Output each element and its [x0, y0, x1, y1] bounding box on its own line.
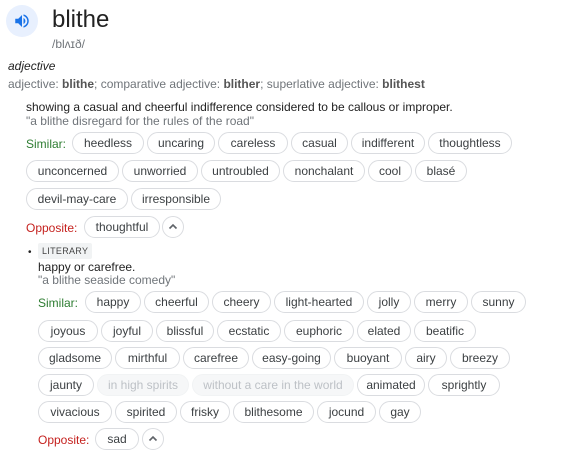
- synonym-chip[interactable]: cheerful: [144, 291, 209, 313]
- synonym-chip[interactable]: untroubled: [201, 160, 280, 182]
- synonym-chip[interactable]: heedless: [72, 132, 144, 154]
- synonym-chip[interactable]: gladsome: [38, 347, 112, 369]
- form-base: blithe: [62, 77, 95, 91]
- synonym-chip[interactable]: elated: [357, 320, 411, 342]
- synonym-chip[interactable]: sunny: [471, 291, 526, 313]
- synonym-chip[interactable]: happy: [85, 291, 141, 313]
- synonym-chip-disabled: without a care in the world: [192, 374, 354, 396]
- synonym-chip[interactable]: uncaring: [147, 132, 215, 154]
- synonym-chip[interactable]: jolly: [367, 291, 411, 313]
- synonym-chip[interactable]: blasé: [415, 160, 467, 182]
- synonym-chip-disabled: in high spirits: [97, 374, 189, 396]
- synonym-chip[interactable]: frisky: [180, 401, 230, 423]
- synonym-chip[interactable]: casual: [291, 132, 348, 154]
- synonym-chip[interactable]: vivacious: [38, 401, 112, 423]
- synonym-chip[interactable]: airy: [405, 347, 447, 369]
- sense1-similar-label: Similar:: [26, 137, 67, 151]
- form-comparative: blither: [223, 77, 261, 91]
- word-forms: adjective: blithe; comparative adjective…: [8, 77, 425, 91]
- sense1-opposite-label: Opposite:: [26, 221, 78, 235]
- synonym-chip[interactable]: merry: [414, 291, 468, 313]
- synonym-chip[interactable]: jocund: [317, 401, 376, 423]
- sense2-opposite-label: Opposite:: [38, 433, 90, 447]
- chevron-up-icon: [168, 223, 178, 230]
- synonym-chip[interactable]: nonchalant: [283, 160, 365, 182]
- register-badge: LITERARY: [38, 243, 93, 259]
- expand-antonyms-button[interactable]: [142, 428, 164, 450]
- synonym-chip[interactable]: thoughtless: [428, 132, 512, 154]
- synonym-chip[interactable]: light-hearted: [274, 291, 364, 313]
- synonym-chip[interactable]: unconcerned: [26, 160, 119, 182]
- forms-sep-comparative: ; comparative adjective:: [94, 77, 224, 91]
- synonym-chip[interactable]: animated: [357, 374, 425, 396]
- sense1-definition: showing a casual and cheerful indifferen…: [26, 100, 453, 114]
- synonym-chip[interactable]: blithesome: [233, 401, 314, 423]
- synonym-chip[interactable]: easy-going: [252, 347, 331, 369]
- synonym-chip[interactable]: carefree: [183, 347, 249, 369]
- synonym-chip[interactable]: mirthful: [115, 347, 180, 369]
- sense2-bullet: •: [28, 247, 32, 258]
- synonym-chip[interactable]: jaunty: [38, 374, 94, 396]
- synonym-chip[interactable]: spirited: [115, 401, 177, 423]
- sense2-example: "a blithe seaside comedy": [38, 273, 176, 287]
- sense1-example: "a blithe disregard for the rules of the…: [26, 114, 254, 128]
- synonym-chip[interactable]: breezy: [450, 347, 510, 369]
- synonym-chip[interactable]: joyous: [38, 320, 98, 342]
- synonym-chip[interactable]: gay: [379, 401, 421, 423]
- antonym-chip[interactable]: thoughtful: [84, 216, 160, 238]
- speaker-icon: [15, 14, 29, 28]
- headword: blithe: [52, 6, 110, 33]
- form-superlative: blithest: [382, 77, 425, 91]
- synonym-chip[interactable]: euphoric: [284, 320, 354, 342]
- antonym-chip[interactable]: sad: [95, 428, 139, 450]
- synonym-chip[interactable]: careless: [218, 132, 288, 154]
- synonym-chip[interactable]: joyful: [101, 320, 153, 342]
- synonym-chip[interactable]: unworried: [122, 160, 198, 182]
- synonym-chip[interactable]: ecstatic: [217, 320, 281, 342]
- forms-sep-superlative: ; superlative adjective:: [260, 77, 383, 91]
- phonetic: /blʌɪð/: [52, 37, 85, 51]
- synonym-chip[interactable]: cool: [368, 160, 412, 182]
- synonym-chip[interactable]: indifferent: [351, 132, 425, 154]
- pronunciation-speaker-button[interactable]: [6, 5, 38, 37]
- synonym-chip[interactable]: devil-may-care: [26, 188, 128, 210]
- synonym-chip[interactable]: buoyant: [334, 347, 402, 369]
- sense2-definition: happy or carefree.: [38, 260, 136, 274]
- synonym-chip[interactable]: sprightly: [428, 374, 500, 396]
- synonym-chip[interactable]: cheery: [212, 291, 271, 313]
- chevron-up-icon: [148, 435, 158, 442]
- forms-prefix: adjective:: [8, 77, 63, 91]
- synonym-chip[interactable]: blissful: [156, 320, 214, 342]
- synonym-chip[interactable]: beatific: [414, 320, 476, 342]
- sense2-similar-label: Similar:: [38, 296, 79, 310]
- synonym-chip[interactable]: irresponsible: [131, 188, 221, 210]
- expand-antonyms-button[interactable]: [162, 216, 184, 238]
- part-of-speech: adjective: [8, 59, 56, 73]
